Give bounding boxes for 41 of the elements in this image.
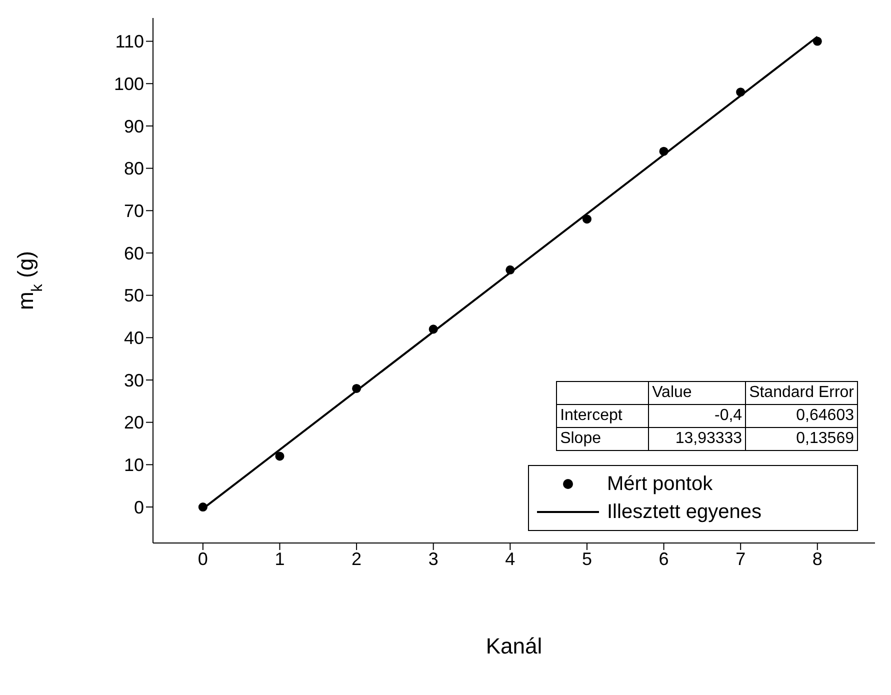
y-tick-label: 20	[124, 412, 144, 433]
y-tick-label: 70	[124, 201, 144, 222]
x-tick-label: 2	[352, 548, 362, 569]
x-axis-title: Kanál	[486, 634, 542, 659]
annotation: -0,4	[648, 404, 746, 428]
x-tick-label: 6	[658, 548, 669, 569]
point	[506, 265, 515, 274]
point	[352, 384, 362, 393]
x-tick-label: 7	[736, 548, 746, 569]
point	[275, 452, 284, 461]
y-tick-label: 60	[124, 243, 144, 264]
point	[659, 146, 668, 156]
x-tick-label: 1	[274, 548, 285, 569]
y-tick-label: 90	[124, 116, 144, 136]
x-tick-label: 8	[812, 548, 822, 569]
annotation: 13,93333	[648, 428, 746, 450]
annotation: Slope	[556, 428, 649, 450]
legend-label: Mért pontok	[607, 472, 713, 496]
x-tick-label: 5	[582, 548, 592, 569]
y-tick-label: 0	[134, 497, 144, 518]
annotation: Intercept	[556, 404, 649, 428]
annotation: Standard Error	[746, 382, 858, 404]
x-tick-label: 3	[428, 548, 438, 569]
point	[198, 502, 208, 512]
point	[812, 36, 822, 46]
point	[428, 324, 438, 334]
annotation: 0,64603	[746, 404, 858, 428]
x-tick-label: 0	[198, 548, 208, 569]
legend-label: Illesztett egyenes	[607, 500, 762, 524]
point	[736, 88, 746, 97]
y-tick-label: 80	[124, 158, 144, 179]
point	[582, 214, 592, 224]
annotation: Value	[648, 382, 746, 404]
y-tick-label: 100	[114, 74, 144, 94]
x-tick-label: 4	[505, 548, 516, 569]
y-tick-label: 50	[124, 286, 144, 306]
annotation: 0,13569	[746, 428, 858, 450]
y-tick-label: 10	[124, 455, 144, 476]
y-tick-label: 110	[115, 32, 144, 52]
y-tick-label: 30	[124, 370, 144, 390]
y-tick-label: 40	[124, 328, 144, 348]
